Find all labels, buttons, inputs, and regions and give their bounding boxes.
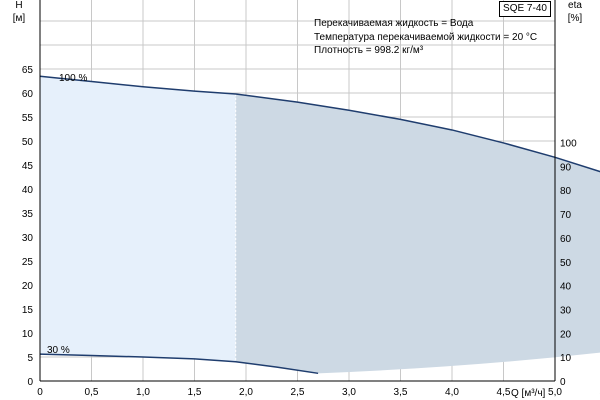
- y-left-tick-label: 5: [27, 353, 33, 364]
- x-tick-label: 3,5: [394, 387, 408, 398]
- x-tick-label: 1,0: [136, 387, 150, 398]
- y-left-tick-label: 65: [22, 65, 34, 76]
- y-right-tick-label: 40: [560, 282, 572, 293]
- y-right-tick-label: 30: [560, 305, 572, 316]
- x-tick-label: 0,5: [85, 387, 99, 398]
- y-right-unit: [%]: [568, 13, 583, 24]
- info-density: Плотность = 998.2 кг/м³: [314, 45, 424, 56]
- y-left-tick-label: 60: [22, 89, 34, 100]
- y-right-tick-label: 70: [560, 210, 572, 221]
- x-axis-title: Q [м³/ч]: [511, 388, 546, 399]
- x-tick-label: 3,0: [342, 387, 356, 398]
- x-tick-label: 5,0: [548, 387, 562, 398]
- curve-100-label: 100 %: [59, 73, 87, 84]
- y-left-tick-label: 40: [22, 185, 34, 196]
- y-left-tick-label: 15: [22, 305, 34, 316]
- y-left-tick-label: 0: [27, 377, 33, 388]
- y-right-tick-label: 50: [560, 258, 572, 269]
- x-tick-label: 4,5: [497, 387, 511, 398]
- y-left-tick-label: 20: [22, 281, 34, 292]
- operating-area: [40, 76, 600, 374]
- y-left-tick-label: 35: [22, 209, 34, 220]
- y-right-tick-label: 10: [560, 353, 572, 364]
- curves: [39, 75, 600, 375]
- operating-area-light: [40, 76, 236, 362]
- y-right-tick-label: 60: [560, 234, 572, 245]
- info-liquid: Перекачиваемая жидкость = Вода: [314, 18, 474, 29]
- y-left-tick-label: 25: [22, 257, 34, 268]
- x-tick-label: 4,0: [445, 387, 459, 398]
- axis-labels: H [м] eta [%] Q [м³/ч] 100 % 30 %: [13, 0, 583, 399]
- y-left-tick-label: 30: [22, 233, 34, 244]
- y-left-tick-label: 10: [22, 329, 34, 340]
- model-badge: SQE 7-40: [499, 1, 551, 17]
- y-right-tick-label: 0: [560, 377, 566, 388]
- x-axis: 00,51,01,52,02,53,03,54,04,55,05,56,06,5…: [37, 387, 600, 398]
- y-left-axis: 0 5 10 15 20 25 30 35 40 45 50 55 60 65: [22, 65, 34, 388]
- info-temperature: Температура перекачиваемой жидкости = 20…: [314, 32, 538, 43]
- y-left-title: H: [15, 0, 22, 11]
- y-left-tick-label: 50: [22, 137, 34, 148]
- operating-area-dark: [235, 93, 600, 374]
- curve-30-label: 30 %: [47, 345, 70, 356]
- y-left-tick-label: 55: [22, 113, 34, 124]
- x-tick-label: 0: [37, 387, 43, 398]
- curve-100-line: [39, 75, 600, 173]
- x-tick-label: 2,0: [239, 387, 253, 398]
- x-tick-label: 1,5: [188, 387, 202, 398]
- curve-30-line: [39, 353, 319, 375]
- y-right-tick-label: 80: [560, 186, 572, 197]
- y-right-title: eta: [568, 0, 582, 11]
- y-right-tick-label: 90: [560, 162, 572, 173]
- y-right-axis: 0 10 20 30 40 50 60 70 80 90 100: [560, 139, 577, 389]
- y-right-tick-label: 20: [560, 329, 572, 340]
- y-left-tick-label: 45: [22, 161, 34, 172]
- x-tick-label: 2,5: [291, 387, 305, 398]
- plot-frame: [39, 0, 556, 382]
- y-left-unit: [м]: [13, 13, 26, 24]
- y-right-tick-label: 100: [560, 139, 577, 150]
